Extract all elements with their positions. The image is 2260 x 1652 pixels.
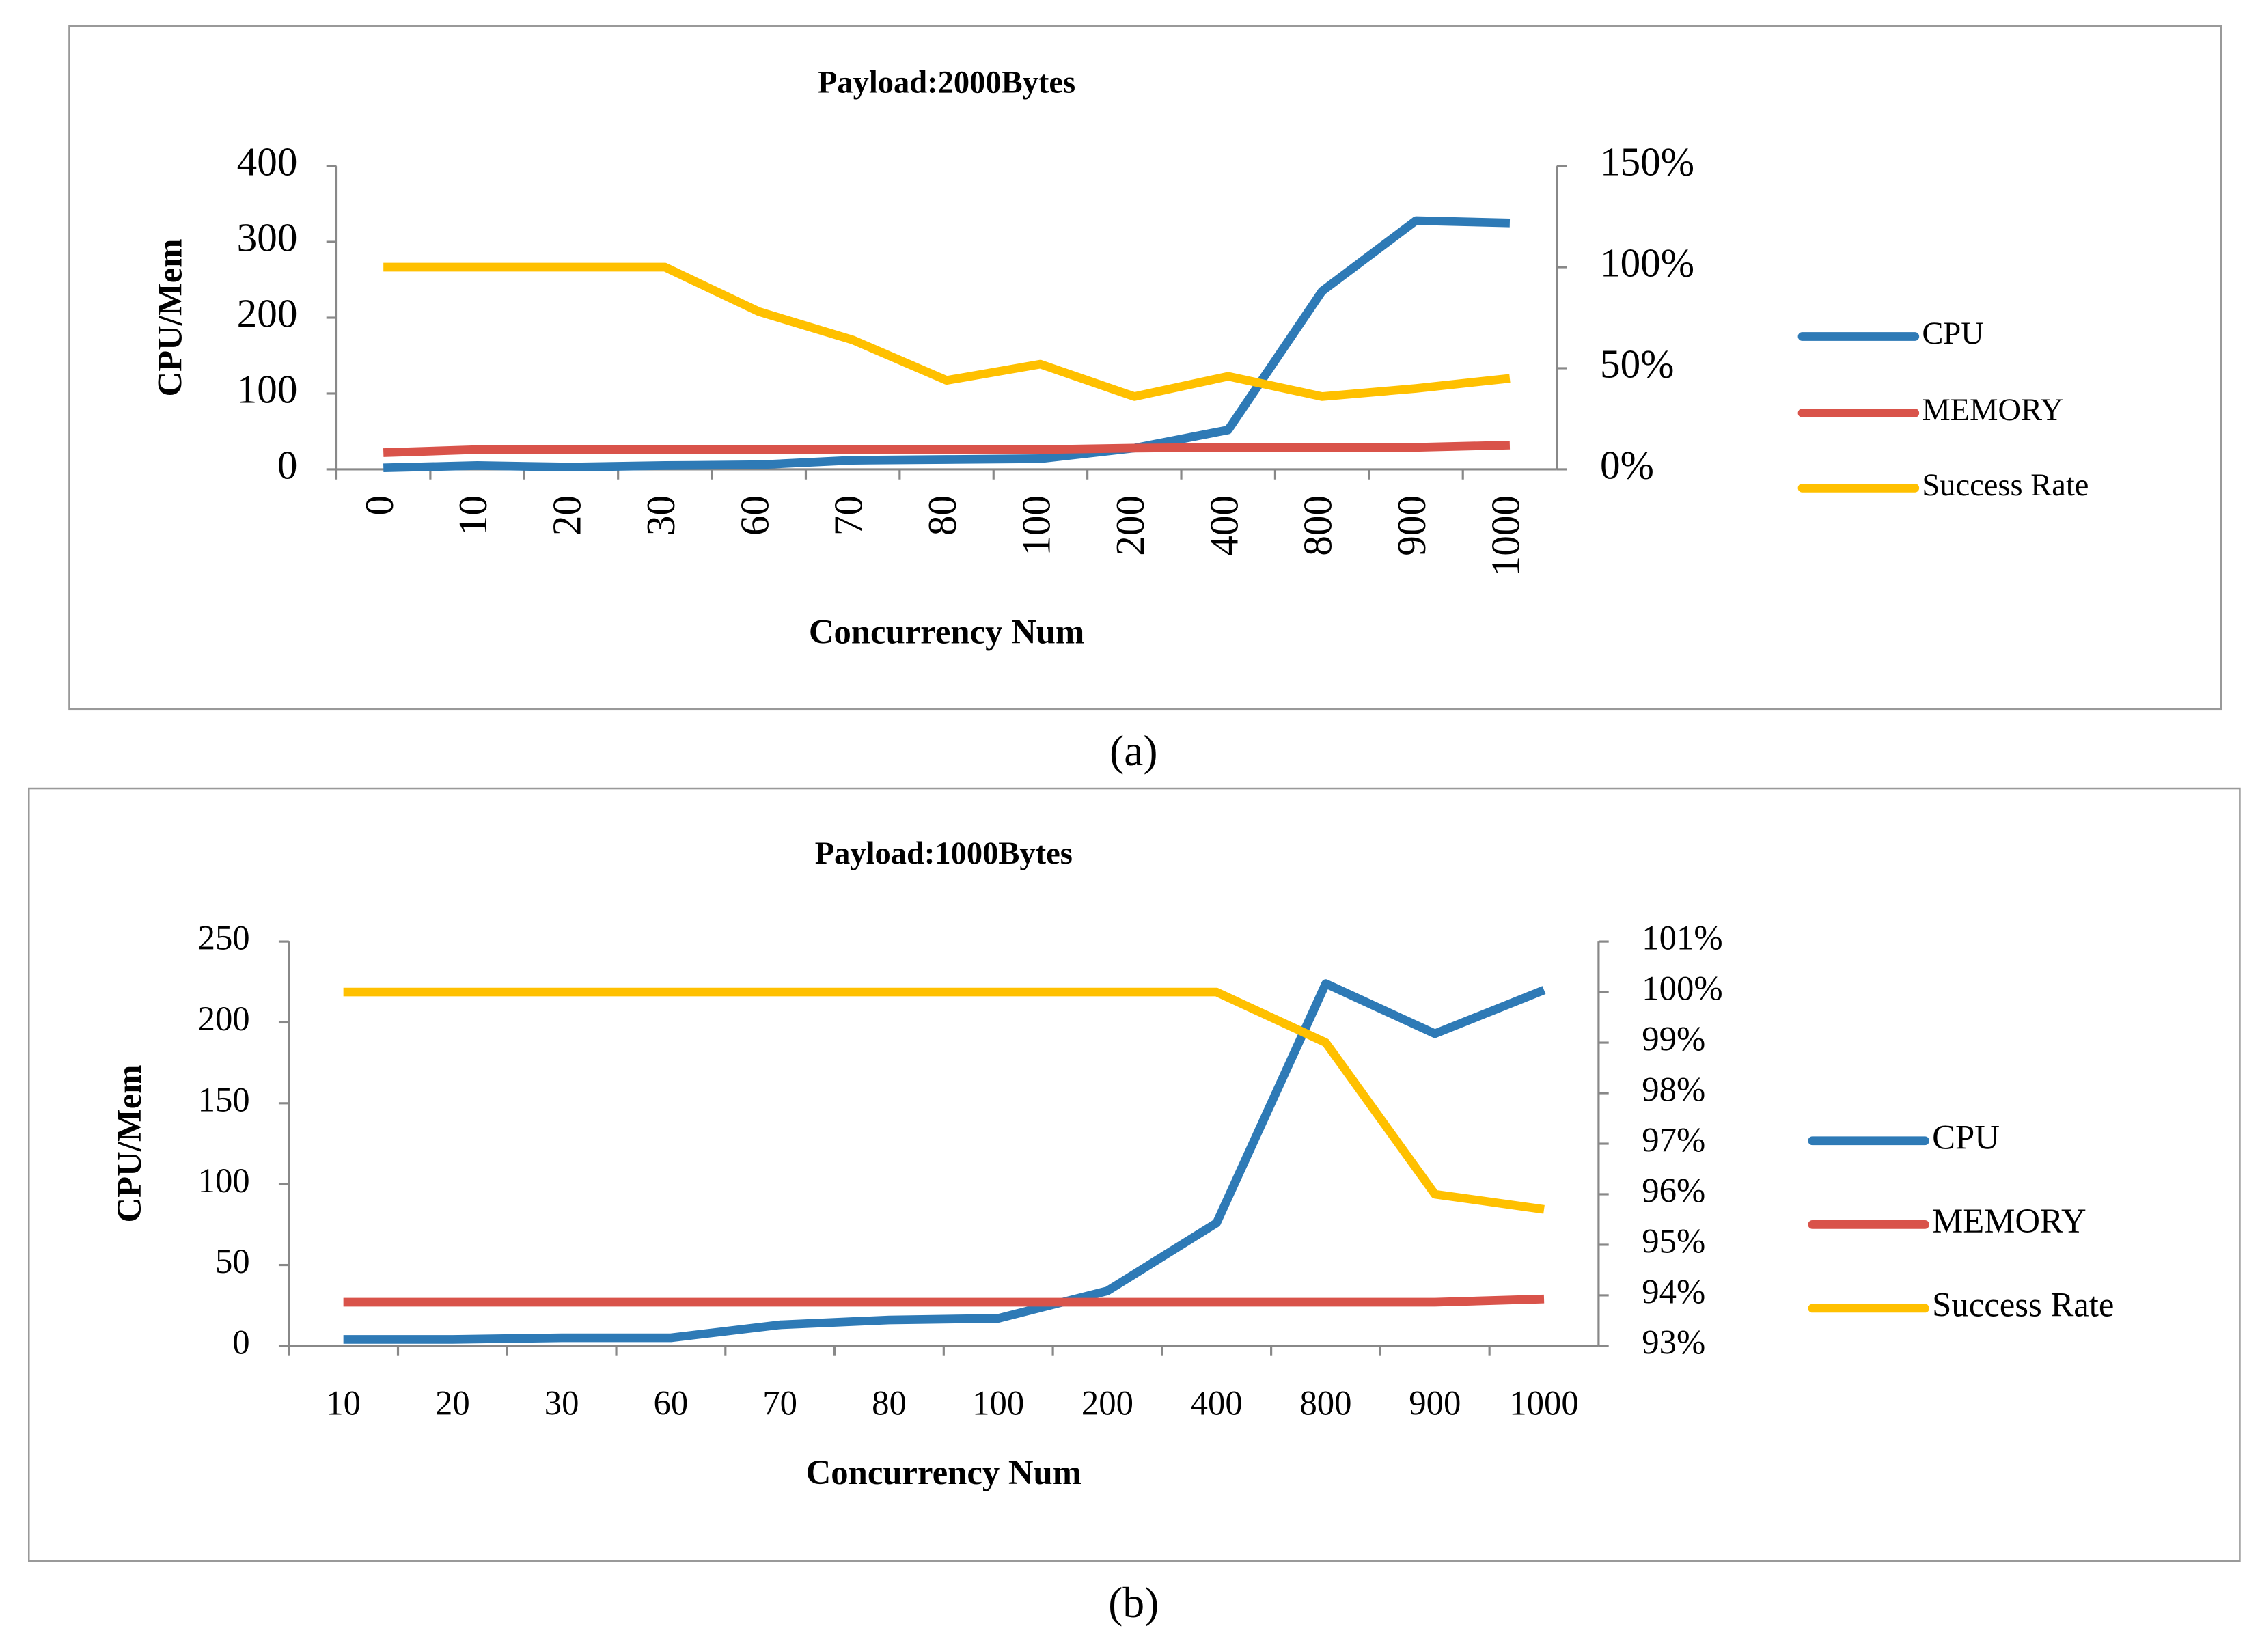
y2-tick-label: 97%: [1642, 1121, 1705, 1159]
y2-tick-label: 96%: [1642, 1172, 1705, 1210]
y-tick-label: 200: [198, 1000, 250, 1038]
y2-tick-label: 94%: [1642, 1273, 1705, 1311]
y-tick-label: 250: [198, 919, 250, 957]
x-tick-label: 1000: [1483, 495, 1528, 576]
x-tick-label: 800: [1295, 495, 1340, 556]
y2-tick-label: 101%: [1642, 919, 1722, 957]
y-axis-label: CPU/Mem: [110, 1065, 148, 1223]
y2-tick-label: 100%: [1642, 969, 1722, 1008]
x-tick-label: 200: [1107, 495, 1153, 556]
chart-title: Payload:2000Bytes: [818, 65, 1075, 100]
x-tick-label: 400: [1191, 1383, 1243, 1422]
y2-tick-label: 150%: [1600, 139, 1694, 184]
y-tick-label: 200: [237, 291, 298, 336]
x-tick-label: 60: [654, 1383, 689, 1422]
x-tick-label: 20: [545, 495, 590, 536]
x-tick-label: 900: [1409, 1383, 1461, 1422]
legend-label: Success Rate: [1922, 468, 2089, 503]
y2-tick-label: 100%: [1600, 240, 1694, 286]
legend-label: MEMORY: [1922, 393, 2063, 428]
x-tick-label: 30: [545, 1383, 579, 1422]
x-tick-label: 20: [435, 1383, 470, 1422]
y2-tick-label: 0%: [1600, 443, 1654, 488]
x-tick-label: 900: [1389, 495, 1434, 556]
x-tick-label: 70: [762, 1383, 797, 1422]
legend-label: Success Rate: [1932, 1286, 2114, 1324]
x-tick-label: 60: [732, 495, 777, 536]
x-tick-label: 0: [357, 495, 402, 516]
caption: (a): [1110, 726, 1157, 775]
y-tick-label: 150: [198, 1080, 250, 1118]
x-tick-label: 30: [638, 495, 683, 536]
series-line: [343, 979, 1546, 1344]
series-line: [383, 262, 1511, 401]
series-line: [343, 987, 1545, 1214]
series-line: [383, 441, 1511, 457]
x-tick-label: 80: [920, 495, 965, 536]
y2-tick-label: 99%: [1642, 1020, 1705, 1058]
y2-tick-label: 95%: [1642, 1222, 1705, 1261]
x-tick-label: 800: [1299, 1383, 1351, 1422]
legend-label: CPU: [1922, 316, 1983, 351]
x-tick-label: 1000: [1509, 1383, 1578, 1422]
chart-title: Payload:1000Bytes: [815, 836, 1073, 871]
chart-frame: [28, 787, 2241, 1562]
x-tick-label: 10: [450, 495, 495, 536]
y-tick-label: 100: [237, 367, 298, 412]
y2-tick-label: 93%: [1642, 1323, 1705, 1362]
y-tick-label: 0: [232, 1323, 249, 1362]
x-tick-label: 10: [326, 1383, 361, 1422]
x-tick-label: 100: [972, 1383, 1024, 1422]
x-tick-label: 100: [1014, 495, 1059, 556]
x-tick-label: 200: [1081, 1383, 1133, 1422]
x-axis-label: Concurrency Num: [806, 1453, 1081, 1491]
y2-tick-label: 50%: [1600, 342, 1674, 387]
x-tick-label: 70: [826, 495, 871, 536]
caption: (b): [1108, 1578, 1159, 1627]
y2-tick-label: 98%: [1642, 1071, 1705, 1109]
legend-label: CPU: [1932, 1118, 2000, 1156]
chart-frame: [68, 25, 2222, 711]
x-tick-label: 80: [872, 1383, 907, 1422]
series-line: [343, 1294, 1545, 1307]
y-tick-label: 300: [237, 215, 298, 260]
y-tick-label: 0: [277, 443, 298, 488]
y-axis-label: CPU/Mem: [150, 239, 189, 397]
legend-label: MEMORY: [1932, 1202, 2086, 1240]
y-tick-label: 100: [198, 1161, 250, 1200]
x-axis-label: Concurrency Num: [809, 613, 1084, 651]
series-line: [383, 216, 1511, 473]
x-tick-label: 400: [1201, 495, 1246, 556]
y-tick-label: 50: [215, 1242, 250, 1280]
y-tick-label: 400: [237, 139, 298, 184]
